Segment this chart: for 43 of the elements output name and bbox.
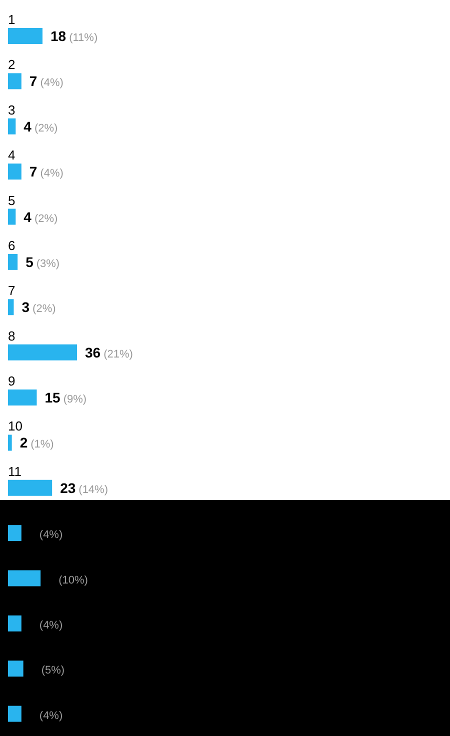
bar: [8, 28, 42, 44]
bar: [8, 660, 24, 677]
y-tick-label: 11: [8, 464, 22, 479]
data-label: 5 (3%): [26, 254, 60, 270]
y-tick-label: 8: [8, 328, 16, 344]
bar: [8, 570, 41, 586]
y-tick-label: 4: [8, 148, 16, 163]
y-tick-label: 3: [8, 102, 16, 118]
bar: [8, 480, 52, 496]
data-label: 7 (4%): [29, 73, 64, 90]
y-tick-label: 7: [8, 283, 16, 298]
data-label: 7 (4%): [29, 164, 64, 180]
data-label: 23 (14%): [60, 480, 108, 496]
data-label: 3 (2%): [22, 299, 56, 316]
bar: [8, 118, 16, 134]
bar: [8, 208, 16, 225]
bar: [8, 344, 77, 360]
bar: [8, 706, 22, 722]
y-tick-label: 1: [8, 12, 16, 27]
annotation: (5%): [41, 664, 65, 677]
data-label: 2 (1%): [20, 434, 54, 451]
y-tick-label: 10: [8, 418, 22, 434]
bar: [8, 254, 18, 270]
y-tick-label: 2: [8, 57, 16, 72]
bar: [8, 299, 14, 316]
data-label: 15 (9%): [44, 390, 87, 406]
y-tick-label: 5: [8, 192, 16, 208]
data-label: 18 (11%): [50, 28, 98, 44]
bar: [8, 434, 12, 451]
annotation: (4%): [39, 529, 63, 542]
y-tick-label: 6: [8, 238, 16, 253]
y-tick-label: 9: [8, 374, 16, 388]
data-label: 4 (2%): [24, 118, 58, 134]
annotation: (10%): [58, 574, 88, 586]
bar: [8, 615, 22, 632]
bar: [8, 525, 22, 542]
data-label: 36 (21%): [85, 344, 133, 360]
data-label: 4 (2%): [24, 208, 58, 225]
annotation: (4%): [39, 619, 63, 632]
bar: [8, 164, 22, 180]
bar: [8, 73, 22, 90]
bar: [8, 390, 37, 406]
annotation: (4%): [39, 710, 63, 722]
